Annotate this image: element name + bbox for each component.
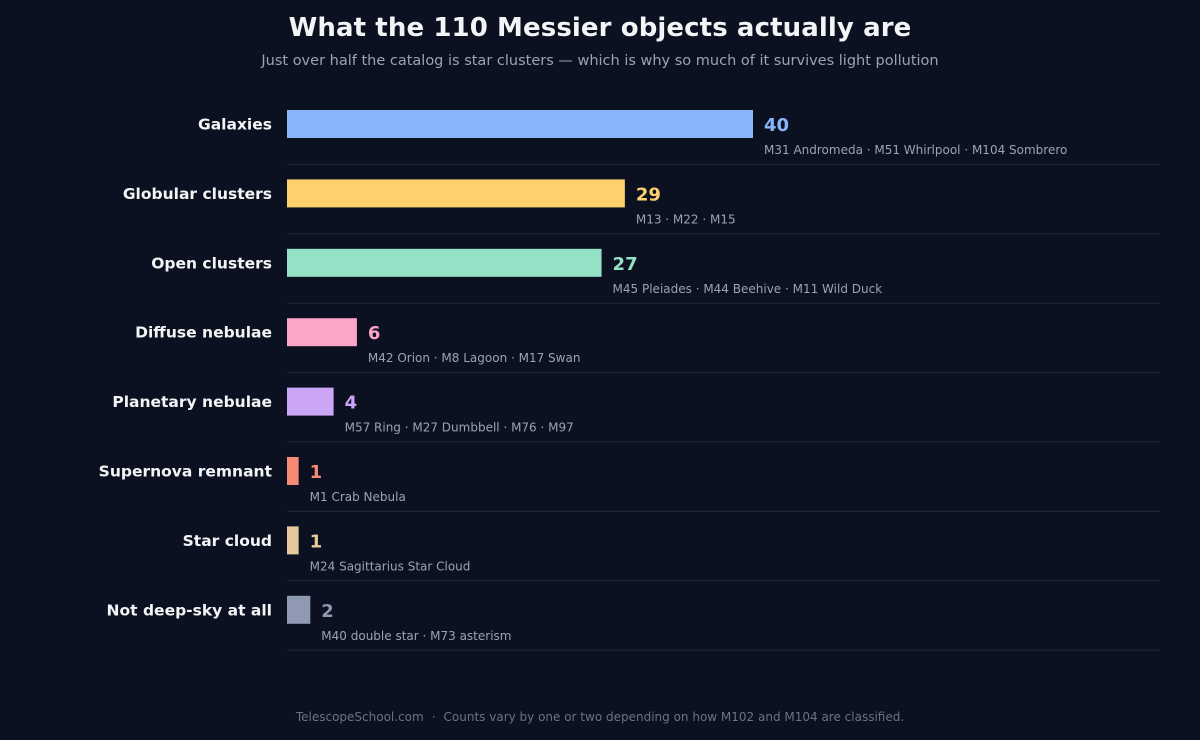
bar-chart: Galaxies 40 M31 Andromeda · M51 Whirlpool … (99, 110, 1160, 651)
example-label: M1 Crab Nebula (310, 490, 406, 504)
category-label: Not deep-sky at all (107, 601, 272, 619)
chart-title: What the 110 Messier objects actually ar… (288, 13, 912, 43)
footer-separator: · (431, 710, 436, 724)
bar (287, 179, 625, 208)
chart-subtitle: Just over half the catalog is star clust… (261, 53, 939, 69)
category-label: Diffuse nebulae (135, 324, 272, 342)
bar (287, 248, 602, 277)
example-label: M31 Andromeda · M51 Whirlpool · M104 Som… (764, 143, 1067, 157)
example-label: M57 Ring · M27 Dumbbell · M76 · M97 (345, 421, 574, 435)
bar (287, 595, 311, 624)
value-label: 4 (345, 393, 358, 414)
bar (287, 110, 753, 138)
bar (287, 318, 357, 347)
example-label: M13 · M22 · M15 (636, 212, 736, 226)
value-label: 40 (764, 115, 789, 136)
bar (287, 457, 299, 485)
example-label: M40 double star · M73 asterism (321, 629, 511, 643)
example-label: M45 Pleiades · M44 Beehive · M11 Wild Du… (613, 282, 883, 296)
footer: TelescopeSchool.com · Counts vary by one o… (0, 710, 1200, 724)
value-label: 29 (636, 184, 661, 205)
example-label: M24 Sagittarius Star Cloud (310, 559, 471, 573)
value-label: 2 (321, 601, 334, 622)
value-label: 1 (310, 531, 323, 552)
footer-note: Counts vary by one or two depending on h… (443, 710, 905, 724)
value-label: 1 (310, 462, 323, 483)
category-label: Globular clusters (123, 185, 272, 203)
bar (287, 526, 299, 555)
category-label: Planetary nebulae (112, 393, 272, 411)
category-label: Supernova remnant (99, 463, 273, 481)
category-label: Galaxies (198, 116, 272, 134)
category-label: Open clusters (151, 254, 272, 272)
category-label: Star cloud (183, 532, 272, 550)
example-label: M42 Orion · M8 Lagoon · M17 Swan (368, 351, 581, 365)
bar (287, 387, 334, 416)
value-label: 6 (368, 323, 381, 344)
value-label: 27 (613, 254, 638, 275)
footer-source: TelescopeSchool.com (295, 710, 424, 724)
